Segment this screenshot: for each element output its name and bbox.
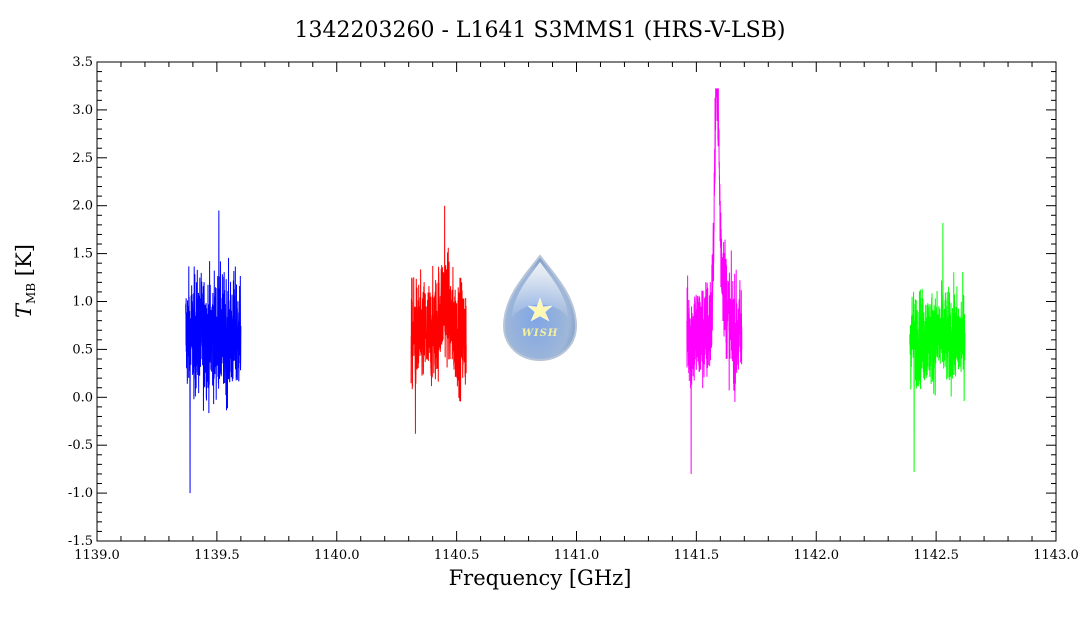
y-axis-label: TMB [K] (12, 244, 38, 318)
series-layer (185, 88, 966, 494)
y-tick-label: 3.0 (72, 103, 93, 118)
y-tick-label: 0.5 (72, 342, 93, 357)
y-tick-label: 1.5 (72, 247, 93, 262)
x-tick-label: 1140.5 (434, 548, 480, 563)
x-tick-label: 1139.0 (74, 548, 120, 563)
y-tick-label: 0.0 (72, 390, 93, 405)
y-tick-label: -1.5 (68, 534, 93, 549)
x-tick-label: 1143.0 (1033, 548, 1079, 563)
y-tick-label: 2.5 (72, 151, 93, 166)
wish-logo-text: WISH (522, 328, 559, 339)
x-tick-label: 1142.5 (913, 548, 959, 563)
y-tick-label: 1.0 (72, 295, 93, 310)
y-tick-label: 3.5 (72, 55, 93, 70)
y-tick-label: -1.0 (68, 486, 93, 501)
chart-title: 1342203260 - L1641 S3MMS1 (HRS-V-LSB) (294, 18, 786, 43)
y-axis-unit: [K] (12, 244, 36, 277)
axis-ticks: 1139.0 1139.5 1140.0 1140.5 1141.0 1141.5 1142… (68, 55, 1079, 563)
x-tick-label: 1141.5 (674, 548, 720, 563)
series-line-4 (909, 222, 966, 473)
y-axis-symbol: T (12, 303, 36, 318)
y-tick-label: -0.5 (68, 438, 93, 453)
x-tick-label: 1141.0 (554, 548, 600, 563)
wish-logo-icon: WISH (502, 254, 578, 362)
x-tick-label: 1139.5 (194, 548, 240, 563)
series-line-2 (410, 205, 467, 434)
series-line-3 (686, 88, 743, 474)
x-axis-label: Frequency [GHz] (448, 566, 632, 590)
x-tick-label: 1142.0 (794, 548, 840, 563)
x-tick-label: 1140.0 (314, 548, 360, 563)
series-line-1 (185, 210, 242, 494)
y-axis-subscript: MB (24, 282, 38, 304)
y-tick-label: 2.0 (72, 199, 93, 214)
